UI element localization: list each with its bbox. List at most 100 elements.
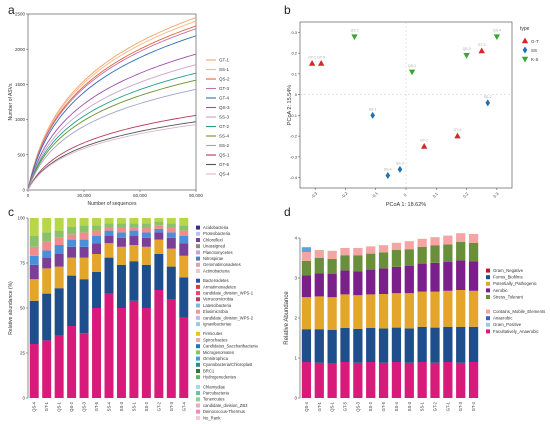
- data-point: [493, 34, 501, 41]
- bar-segment: [301, 275, 312, 298]
- legend-label: Chloroflexi: [203, 237, 223, 242]
- bar-segment: [141, 227, 151, 233]
- legend-swatch: [486, 288, 490, 293]
- bar-segment: [166, 223, 176, 227]
- x-tick-label: QS-4: [32, 401, 37, 411]
- y-axis-label: Relative Abundance: [284, 291, 290, 345]
- panel-label-b: b: [284, 3, 291, 17]
- series-line: [27, 124, 197, 191]
- x-tick-label: GT-1: [445, 401, 450, 411]
- data-point: [420, 143, 428, 149]
- y-axis-label: Number of ASVs: [8, 83, 14, 120]
- legend-label: Hydrogenedentes: [203, 375, 236, 380]
- bar-segment: [378, 252, 389, 269]
- bar-segment: [417, 263, 427, 292]
- bar-segment: [468, 326, 479, 362]
- y-tick-label: -0.2: [290, 134, 298, 139]
- panel-label-a: a: [8, 3, 15, 17]
- bar-segment: [391, 250, 402, 267]
- y-axis-label: Relative abundance (%): [8, 281, 14, 335]
- legend-label: QS-4: [219, 172, 230, 177]
- x-tick-label: GT-4: [181, 401, 186, 411]
- bar-segment: [92, 272, 102, 308]
- bar-segment: [301, 252, 312, 261]
- bar-segment: [378, 245, 389, 253]
- x-tick-label: SS-4: [107, 401, 112, 411]
- bar-segment: [141, 232, 151, 238]
- legend-label: SS-3: [219, 115, 230, 120]
- bar-segment: [79, 239, 89, 247]
- bar-segment: [179, 225, 189, 231]
- y-tick-label: -0.4: [290, 175, 298, 180]
- legend-label: QS-3: [219, 105, 230, 110]
- plot-frame: [27, 13, 197, 191]
- series-line: [27, 114, 197, 191]
- bar-segment: [29, 279, 39, 301]
- bar-segment: [54, 218, 64, 231]
- legend-marker: [521, 56, 529, 63]
- bar-segment: [327, 363, 337, 398]
- legend-swatch: [196, 225, 200, 230]
- bar-segment: [378, 362, 389, 398]
- bar-segment: [179, 277, 189, 317]
- bar-segment: [166, 237, 176, 249]
- x-tick-label: SS-3: [119, 401, 124, 411]
- x-tick-label: GT-4: [471, 401, 476, 411]
- bar-segment: [366, 246, 376, 254]
- bar-segment: [404, 328, 414, 363]
- bar-segment: [340, 328, 350, 362]
- legend-label: candidate_division_ZB3: [203, 403, 248, 408]
- legend-label: Proteobacteria: [203, 231, 231, 236]
- bar-segment: [468, 362, 479, 398]
- y-tick-label: 1000: [15, 117, 26, 122]
- point-label: GT-2: [420, 139, 428, 143]
- bar-segment: [327, 274, 337, 298]
- legend-label: Firmicutes: [203, 331, 222, 336]
- series-line: [27, 17, 197, 191]
- bar-segment: [468, 261, 479, 291]
- bar-segment: [301, 247, 312, 252]
- point-label: QS-4: [493, 29, 501, 33]
- bar-segment: [92, 243, 102, 254]
- bar-segment: [353, 362, 363, 398]
- legend-swatch: [196, 238, 200, 242]
- bar-segment: [104, 223, 114, 227]
- legend-label: SS-2: [219, 143, 230, 148]
- bar-segment: [29, 264, 39, 280]
- legend-label: Verrucomicrobia: [203, 297, 234, 302]
- point-label: QS-3: [463, 47, 471, 51]
- series-line: [27, 20, 197, 191]
- bar-segment: [404, 293, 414, 329]
- x-tick-label: GT-3: [169, 401, 174, 411]
- x-tick-label: 90,000: [189, 193, 203, 198]
- bar-segment: [104, 227, 114, 231]
- bar-segment: [417, 246, 427, 264]
- legend-swatch: [486, 268, 490, 273]
- bar-segment: [327, 297, 337, 330]
- bar-segment: [166, 218, 176, 224]
- y-tick-label: 0: [294, 396, 297, 401]
- data-point: [318, 60, 325, 66]
- bar-segment: [67, 239, 77, 247]
- x-tick-label: GT-5: [343, 401, 348, 411]
- rarefaction-chart: 0 500 1000 1500 2000 2500 0 30,000 60,000 90,000 N…: [8, 12, 230, 207]
- bar-segment: [314, 329, 324, 363]
- point-label: QS-1: [408, 64, 416, 68]
- bar-segment: [79, 232, 89, 240]
- panel-label-c: c: [8, 205, 14, 219]
- legend-swatch: [196, 369, 200, 373]
- legend-label: Parcubacteria: [203, 391, 230, 396]
- bar-segment: [404, 362, 414, 398]
- y-tick-label: 500: [17, 152, 25, 157]
- bar-segment: [314, 258, 324, 274]
- y-tick-label: 50: [20, 306, 26, 311]
- bar-segment: [54, 266, 64, 289]
- bar-segment: [301, 260, 312, 276]
- legend-swatch: [196, 284, 200, 289]
- y-tick-label: 2: [294, 316, 297, 321]
- bar-segment: [104, 230, 114, 236]
- legend-swatch: [196, 256, 200, 261]
- legend-label: GT-3: [219, 86, 229, 91]
- series-line: [27, 28, 197, 191]
- legend-swatch: [196, 384, 200, 389]
